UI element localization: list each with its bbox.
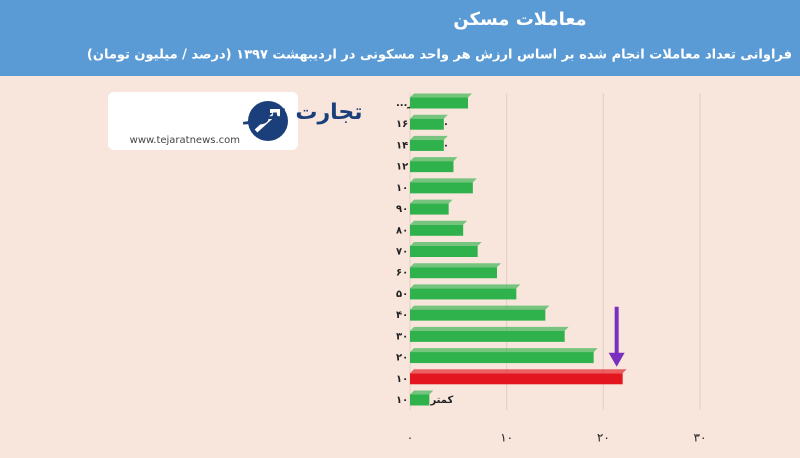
x-tick-label: ۱۰ — [500, 431, 513, 445]
bar — [410, 394, 430, 406]
x-tick-label: ۰ — [407, 431, 413, 445]
logo: تجارت نیوز www.tejaratnews.com — [108, 92, 363, 150]
chart-title: معاملات مسکن — [453, 9, 586, 30]
logo-arrow — [254, 109, 280, 133]
bar-top — [410, 390, 434, 395]
bar — [410, 97, 468, 109]
bar-top — [410, 326, 569, 331]
bar — [410, 139, 444, 151]
bar — [410, 288, 517, 300]
bar-top — [410, 93, 472, 98]
bar — [410, 224, 464, 236]
bar-top — [410, 220, 468, 225]
bar-top — [410, 348, 598, 353]
pointer-arrow-head — [608, 352, 625, 367]
x-tick-label: ۳۰ — [694, 431, 707, 445]
bar — [410, 118, 444, 130]
bar — [410, 246, 478, 257]
bar — [410, 330, 565, 342]
bar — [410, 161, 454, 173]
bar — [410, 203, 449, 215]
bar-top — [410, 242, 482, 246]
bar-top — [410, 305, 550, 310]
bar — [410, 352, 594, 364]
header-band — [0, 0, 800, 76]
bar-top — [410, 369, 627, 374]
logo-name: تجارت نیوز — [243, 100, 363, 125]
bar-top — [410, 135, 448, 140]
bar — [410, 309, 546, 321]
bar-top — [410, 157, 458, 162]
x-tick-label: ۲۰ — [597, 431, 610, 445]
bar-top — [410, 263, 501, 268]
bar-top — [410, 284, 521, 289]
bar-top — [410, 199, 453, 204]
bar-top — [410, 178, 477, 183]
logo-box — [108, 92, 298, 150]
bar — [410, 182, 473, 194]
bar-top — [410, 114, 448, 119]
bar — [410, 267, 497, 279]
logo-url: www.tejaratnews.com — [130, 135, 240, 146]
chart-subtitle: فراوانی تعداد معاملات انجام شده بر اساس … — [87, 48, 792, 63]
bar — [410, 373, 623, 385]
